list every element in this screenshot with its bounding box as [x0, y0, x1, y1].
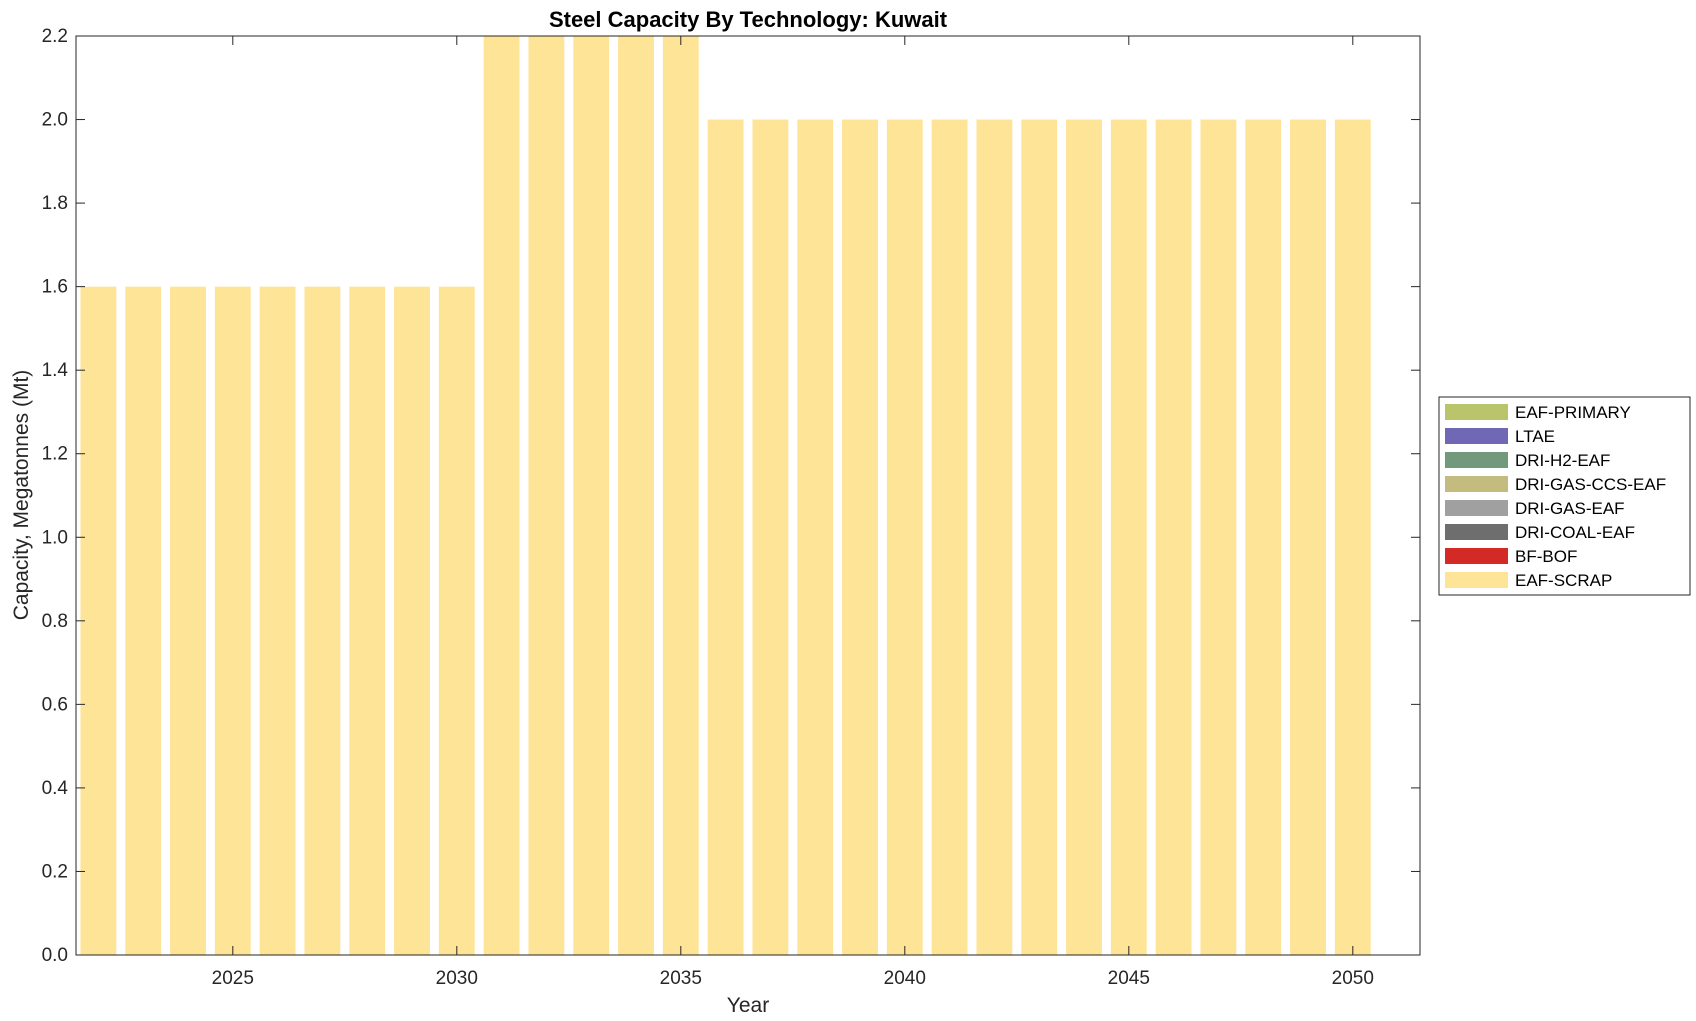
- bar-eaf-scrap-2045: [1110, 119, 1147, 955]
- legend-label-dri-gas-ccs-eaf: DRI-GAS-CCS-EAF: [1515, 475, 1666, 494]
- bar-eaf-scrap-2042: [976, 119, 1013, 955]
- y-tick-label: 1.2: [42, 444, 68, 465]
- legend-swatch-dri-gas-ccs-eaf: [1445, 476, 1508, 492]
- bar-eaf-scrap-2034: [618, 36, 654, 955]
- bar-eaf-scrap-2022: [80, 286, 117, 955]
- bar-eaf-scrap-2039: [842, 119, 878, 955]
- x-tick-label: 2025: [212, 968, 254, 989]
- plot-area-frame: [75, 35, 1421, 956]
- y-axis: 0.0 0.2 0.4 0.6 0.8 1.0 1.2 1.4 1.6 1.8 2.0 2.2: [42, 26, 1420, 966]
- x-tick-label: 2040: [884, 968, 926, 989]
- bar-eaf-scrap-2047: [1200, 119, 1237, 955]
- chart-title: Steel Capacity By Technology: Kuwait: [549, 7, 948, 32]
- bar-eaf-scrap-2024: [170, 286, 206, 955]
- y-tick-label: 1.4: [42, 360, 69, 381]
- legend-label-dri-gas-eaf: DRI-GAS-EAF: [1515, 499, 1625, 518]
- bar-eaf-scrap-2043: [1021, 119, 1058, 955]
- bar-eaf-scrap-2029: [394, 286, 430, 955]
- legend-swatch-dri-h2-eaf: [1445, 452, 1508, 468]
- bar-eaf-scrap-2036: [707, 119, 744, 955]
- bar-eaf-scrap-2032: [528, 36, 565, 955]
- x-tick-label: 2050: [1332, 968, 1374, 989]
- bar-eaf-scrap-2023: [125, 286, 162, 955]
- x-axis-label: Year: [727, 994, 769, 1017]
- bar-eaf-scrap-2028: [349, 286, 386, 955]
- bar-eaf-scrap-2049: [1290, 119, 1326, 955]
- legend-swatch-bf-bof: [1445, 548, 1508, 564]
- bar-eaf-scrap-2050: [1334, 119, 1371, 955]
- y-tick-label: 2.2: [42, 26, 68, 47]
- bar-eaf-scrap-2035: [662, 36, 699, 955]
- bar-eaf-scrap-2038: [797, 119, 834, 955]
- y-tick-label: 0.8: [42, 611, 68, 632]
- bar-eaf-scrap-2041: [931, 119, 968, 955]
- legend: EAF-PRIMARY LTAE DRI-H2-EAF DRI-GAS-CCS-EAF…: [1438, 396, 1691, 596]
- bar-eaf-scrap-2030: [438, 286, 475, 955]
- bar-eaf-scrap-2026: [259, 286, 296, 955]
- legend-swatch-dri-gas-eaf: [1445, 500, 1508, 516]
- legend-label-dri-coal-eaf: DRI-COAL-EAF: [1515, 523, 1635, 542]
- bar-eaf-scrap-2033: [573, 36, 610, 955]
- y-tick-label: 0.4: [42, 778, 69, 799]
- y-tick-label: 1.6: [42, 277, 68, 298]
- legend-swatch-eaf-scrap: [1445, 572, 1508, 588]
- legend-label-eaf-primary: EAF-PRIMARY: [1515, 403, 1631, 422]
- y-tick-label: 1.8: [42, 193, 68, 214]
- bar-eaf-scrap-2027: [304, 286, 341, 955]
- bar-eaf-scrap-2048: [1245, 119, 1282, 955]
- x-tick-label: 2035: [660, 968, 702, 989]
- x-tick-label: 2030: [436, 968, 478, 989]
- legend-label-dri-h2-eaf: DRI-H2-EAF: [1515, 451, 1610, 470]
- y-axis-label: Capacity, Megatonnes (Mt): [10, 370, 33, 621]
- bar-eaf-scrap-2025: [214, 286, 251, 955]
- legend-swatch-ltae: [1445, 428, 1508, 444]
- x-tick-label: 2045: [1108, 968, 1150, 989]
- y-tick-label: 1.0: [42, 527, 68, 548]
- y-tick-label: 0.6: [42, 694, 68, 715]
- bar-eaf-scrap-2040: [886, 119, 923, 955]
- legend-label-ltae: LTAE: [1515, 427, 1555, 446]
- bar-eaf-scrap-2037: [752, 119, 789, 955]
- legend-swatch-eaf-primary: [1445, 404, 1508, 420]
- legend-label-eaf-scrap: EAF-SCRAP: [1515, 571, 1612, 590]
- x-axis: 2025 2030 2035 2040 2045 2050: [212, 36, 1374, 989]
- y-tick-label: 2.0: [42, 110, 68, 131]
- bar-eaf-scrap-2044: [1066, 119, 1102, 955]
- legend-label-bf-bof: BF-BOF: [1515, 547, 1577, 566]
- bar-series-group: [80, 36, 1371, 955]
- y-tick-label: 0.0: [42, 945, 68, 966]
- legend-swatch-dri-coal-eaf: [1445, 524, 1508, 540]
- y-tick-label: 0.2: [42, 861, 68, 882]
- bar-eaf-scrap-2046: [1155, 119, 1192, 955]
- bar-eaf-scrap-2031: [483, 36, 520, 955]
